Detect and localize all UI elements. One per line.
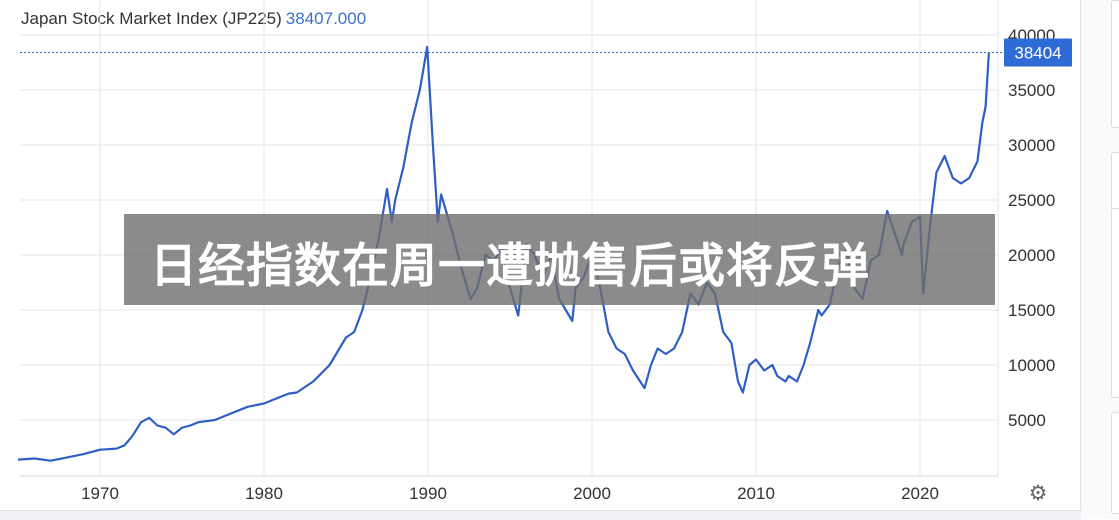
y-tick-label: 25000 [1008,191,1055,210]
bottom-scroll-strip [0,510,1081,520]
chart-title-text: Japan Stock Market Index (JP225) [21,9,282,28]
headline-text: 日经指数在周一遭抛售后或将反弹 [150,239,870,294]
y-tick-label: 30000 [1008,136,1055,155]
side-panel-top [1111,0,1119,128]
price-tag-layer: 38404 [20,38,1072,67]
price-tag-label: 38404 [1014,44,1061,63]
current-value: 38407.000 [285,9,367,28]
y-tick-label: 20000 [1008,246,1055,265]
y-tick-label: 35000 [1008,81,1055,100]
price-tag-box [1004,38,1072,67]
headline-banner: 日经指数在周一遭抛售后或将反弹 [124,214,995,305]
y-tick-label: 10000 [1008,356,1055,375]
chart-title: Japan Stock Market Index (JP225) 38407.00… [21,9,366,29]
x-tick-label: 2010 [737,484,775,503]
x-tick-label: 1990 [409,484,447,503]
y-tick-label: 5000 [1008,411,1046,430]
x-tick-label: 1970 [81,484,119,503]
gear-icon[interactable]: ⚙ [1028,482,1048,505]
x-tick-label: 2000 [573,484,611,503]
y-tick-label: 15000 [1008,301,1055,320]
chart-panel: Japan Stock Market Index (JP225) 38407.00… [17,0,1081,516]
side-panel-lower [1111,208,1119,398]
x-tick-label: 2020 [901,484,939,503]
side-panel-middle [1111,152,1119,210]
side-panel-bottom [1111,412,1119,514]
x-tick-label: 1980 [245,484,283,503]
